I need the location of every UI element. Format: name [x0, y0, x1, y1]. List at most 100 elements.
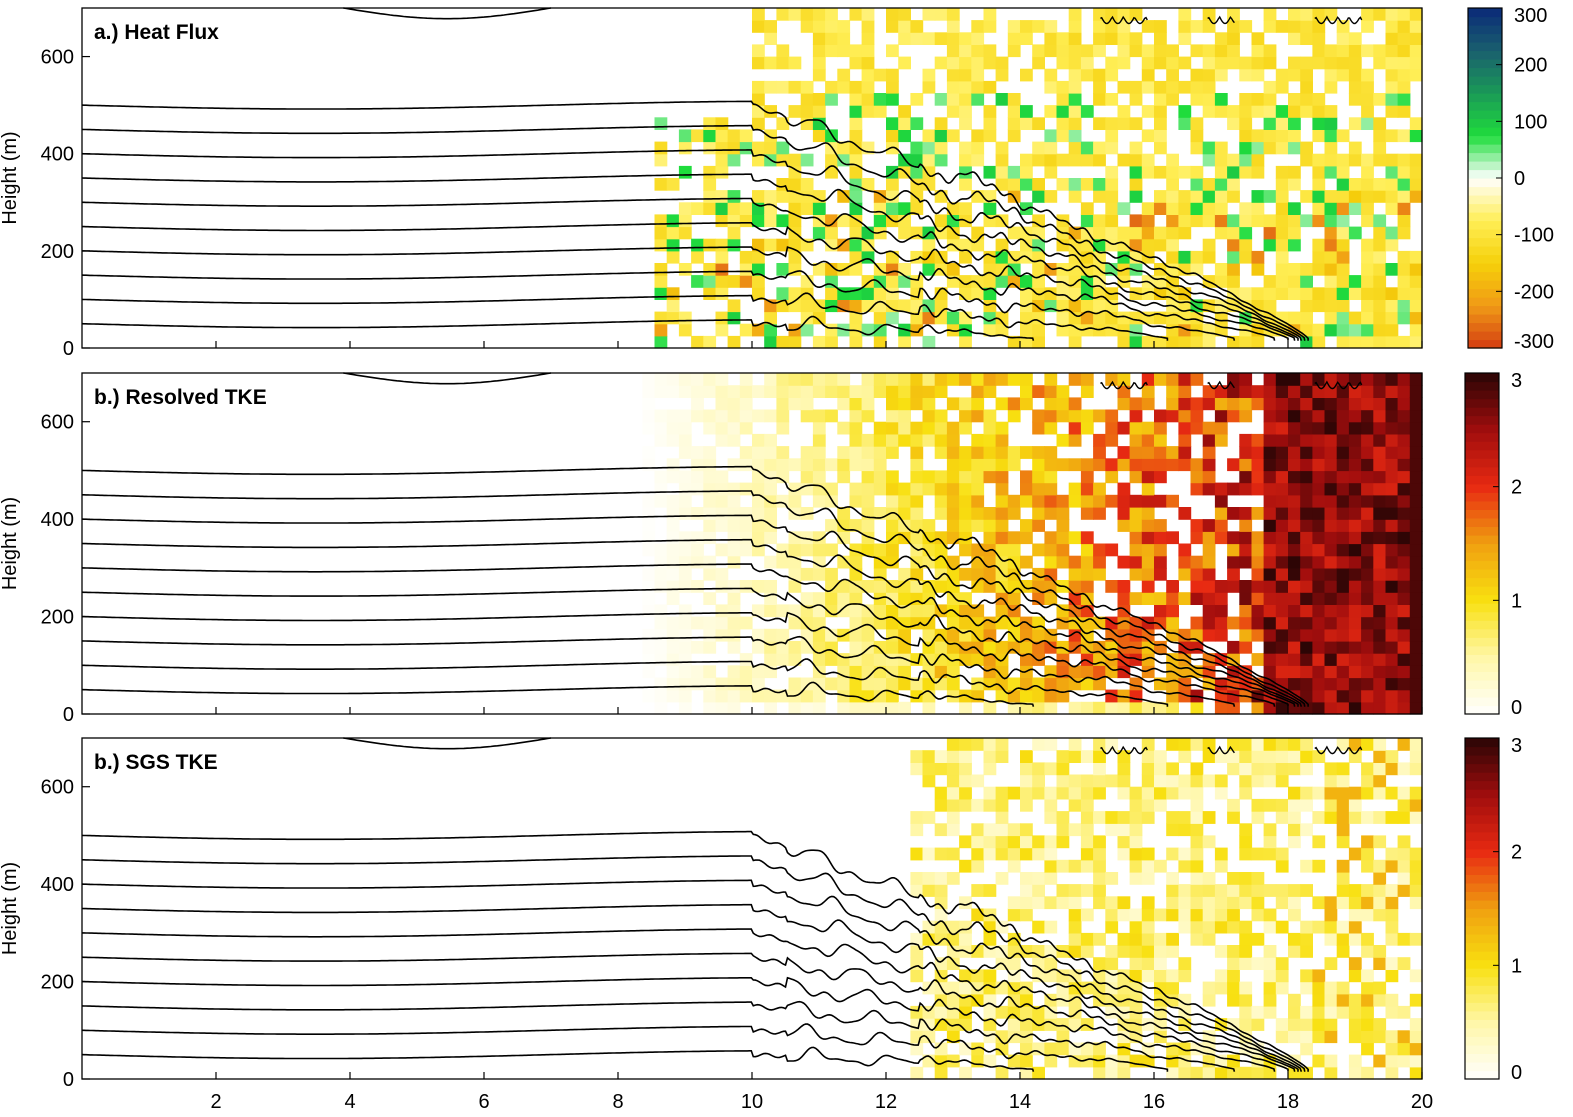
- heatmap-cell: [1007, 981, 1021, 995]
- heatmap-cell: [1166, 202, 1179, 215]
- heatmap-cell: [1263, 640, 1277, 654]
- heatmap-cell: [1117, 701, 1131, 715]
- heatmap-cell: [1190, 335, 1204, 349]
- heatmap-cell: [995, 311, 1009, 325]
- heatmap-cell: [1214, 202, 1228, 215]
- heatmap-cell: [1336, 786, 1350, 800]
- heatmap-cell: [886, 44, 899, 58]
- heatmap-cell: [995, 689, 1009, 703]
- heatmap-cell: [1239, 433, 1253, 447]
- heatmap-cell: [1080, 665, 1094, 679]
- x-tick-label: 16: [1143, 1091, 1165, 1113]
- heatmap-cell: [946, 8, 960, 21]
- heatmap-cell: [715, 214, 729, 228]
- heatmap-cell: [752, 190, 765, 203]
- heatmap-cell: [1068, 80, 1082, 94]
- heatmap-cell: [1190, 117, 1204, 130]
- heatmap-cell: [1129, 409, 1143, 423]
- heatmap-cell: [934, 56, 948, 70]
- heatmap-cell: [995, 750, 1009, 763]
- heatmap-cell: [1190, 214, 1204, 228]
- heatmap-cell: [1239, 762, 1253, 776]
- heatmap-cell: [1166, 774, 1179, 788]
- heatmap-cell: [1324, 44, 1338, 58]
- heatmap-cell: [1068, 494, 1082, 508]
- heatmap-cell: [1154, 932, 1167, 946]
- heatmap-cell: [946, 433, 960, 447]
- heatmap-cell: [1324, 507, 1338, 520]
- heatmap-cell: [1275, 165, 1289, 179]
- heatmap-cell: [1190, 592, 1204, 605]
- heatmap-cell: [971, 567, 985, 581]
- heatmap-cell: [1068, 129, 1082, 143]
- heatmap-cell: [898, 8, 911, 21]
- heatmap-cell: [946, 68, 960, 82]
- heatmap-cell: [849, 665, 863, 679]
- heatmap-cell: [1397, 129, 1411, 143]
- heatmap-cell: [922, 653, 936, 666]
- heatmap-cell: [1141, 335, 1155, 349]
- heatmap-cell: [800, 20, 814, 33]
- heatmap-cell: [849, 409, 863, 423]
- heatmap-cell: [1154, 129, 1167, 143]
- heatmap-cell: [1397, 653, 1411, 666]
- heatmap-cell: [837, 580, 851, 593]
- heatmap-cell: [812, 373, 826, 386]
- colorbar-tick-label: -200: [1514, 281, 1554, 303]
- heatmap-cell: [1275, 628, 1289, 642]
- heatmap-cell: [1007, 117, 1021, 130]
- heatmap-cell: [1275, 798, 1289, 812]
- heatmap-cell: [666, 555, 680, 569]
- heatmap-cell: [1348, 311, 1362, 325]
- heatmap-cell: [959, 470, 972, 484]
- heatmap-cell: [898, 628, 911, 642]
- heatmap-cell: [703, 616, 717, 630]
- heatmap-cell: [752, 105, 765, 118]
- heatmap-cell: [946, 1054, 960, 1068]
- heatmap-cell: [1275, 421, 1289, 435]
- heatmap-cell: [764, 507, 777, 520]
- contour-line: [343, 737, 552, 750]
- heatmap-cell: [1288, 117, 1301, 130]
- heatmap-cell: [873, 470, 887, 484]
- heatmap-cell: [910, 323, 924, 337]
- heatmap-cell: [1288, 1018, 1301, 1031]
- colorbar-segment: [1465, 620, 1499, 630]
- heatmap-cell: [934, 129, 948, 143]
- heatmap-cell: [1080, 555, 1094, 569]
- heatmap-cell: [1275, 519, 1289, 532]
- heatmap-cell: [934, 665, 948, 679]
- heatmap-cell: [1044, 798, 1058, 812]
- heatmap-cell: [1020, 335, 1033, 349]
- heatmap-cell: [1154, 969, 1167, 983]
- heatmap-cell: [971, 373, 985, 386]
- heatmap-cell: [934, 580, 948, 593]
- heatmap-cell: [1068, 896, 1082, 910]
- heatmap-cell: [812, 592, 826, 605]
- heatmap-cell: [1312, 653, 1326, 666]
- heatmap-cell: [691, 385, 704, 398]
- heatmap-cell: [1007, 592, 1021, 605]
- heatmap-cell: [678, 482, 692, 496]
- heatmap-cell: [1324, 677, 1338, 691]
- heatmap-cell: [812, 8, 826, 21]
- heatmap-cell: [1300, 945, 1313, 958]
- heatmap-cell: [1288, 470, 1301, 484]
- heatmap-cell: [1300, 665, 1313, 679]
- heatmap-cell: [1178, 105, 1192, 118]
- heatmap-cell: [1361, 945, 1374, 958]
- heatmap-cell: [1336, 335, 1350, 349]
- heatmap-cell: [1227, 920, 1240, 934]
- heatmap-cell: [678, 470, 692, 484]
- heatmap-cell: [1300, 1018, 1313, 1031]
- heatmap-cell: [1020, 470, 1033, 484]
- heatmap-cell: [678, 543, 692, 557]
- heatmap-cell: [861, 604, 875, 618]
- heatmap-cell: [1129, 238, 1143, 252]
- heatmap-cell: [1117, 616, 1131, 630]
- heatmap-cell: [1056, 774, 1070, 788]
- heatmap-cell: [849, 482, 863, 496]
- heatmap-cell: [1214, 896, 1228, 910]
- heatmap-cell: [1080, 178, 1094, 191]
- heatmap-cell: [1080, 884, 1094, 897]
